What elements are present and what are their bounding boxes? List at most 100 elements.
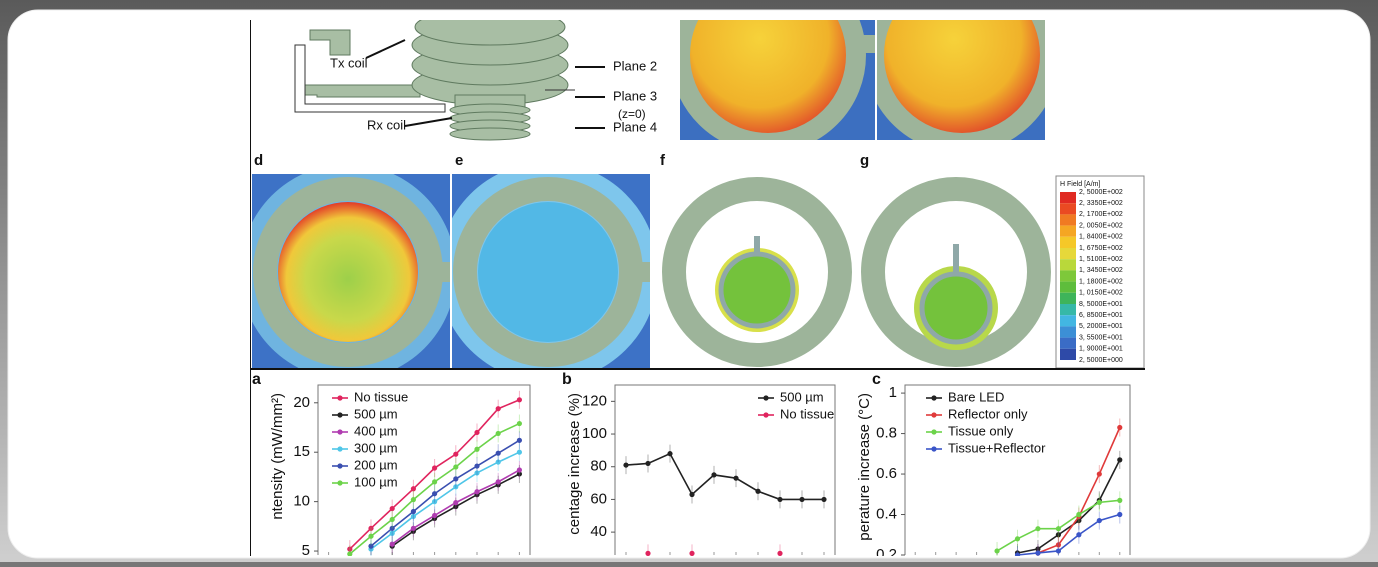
legend-marker <box>763 395 768 400</box>
legend-marker <box>763 412 768 417</box>
data-point <box>453 452 458 457</box>
data-point <box>517 450 522 455</box>
data-point <box>390 517 395 522</box>
diagram-label: Tx coil <box>330 55 368 70</box>
panel-label: c <box>872 371 881 388</box>
diagram-label: Plane 4 <box>613 119 657 134</box>
data-point <box>368 534 373 539</box>
colorbar-cell <box>1060 203 1076 214</box>
colorbar-label: 1, 6750E+002 <box>1079 245 1123 252</box>
data-point <box>432 465 437 470</box>
y-tick-label: 60 <box>590 490 607 507</box>
colorbar-cell <box>1060 282 1076 293</box>
data-point <box>411 526 416 531</box>
data-point <box>1056 526 1061 531</box>
y-tick-label: 1 <box>889 384 897 401</box>
colorbar-cell <box>1060 338 1076 349</box>
data-point <box>1056 548 1061 553</box>
panel-label: d <box>254 152 263 169</box>
colorbar-label: 2, 5000E+000 <box>1079 357 1123 364</box>
colorbar-label: 2, 5000E+002 <box>1079 189 1123 196</box>
field-image <box>874 0 1050 143</box>
data-point <box>474 430 479 435</box>
data-point <box>496 406 501 411</box>
field-image <box>680 0 876 143</box>
data-point <box>432 513 437 518</box>
data-point <box>453 500 458 505</box>
data-point <box>347 551 352 556</box>
data-point <box>623 462 628 467</box>
data-point <box>1015 536 1020 541</box>
data-point <box>432 479 437 484</box>
panel-label: e <box>455 152 463 169</box>
colorbar-label: 1, 9000E+001 <box>1079 346 1123 353</box>
legend-marker <box>337 463 342 468</box>
legend-marker <box>931 446 936 451</box>
data-point <box>517 467 522 472</box>
legend-label: No tissue <box>354 389 408 404</box>
colorbar-label: 6, 8500E+001 <box>1079 312 1123 319</box>
data-point <box>1097 471 1102 476</box>
y-axis-label: perature increase (°C) <box>856 393 873 541</box>
data-point <box>496 479 501 484</box>
data-point <box>711 472 716 477</box>
legend-marker <box>337 446 342 451</box>
data-point <box>1076 512 1081 517</box>
data-point <box>689 492 694 497</box>
data-point <box>645 461 650 466</box>
data-point <box>1117 512 1122 517</box>
y-tick-label: 0.4 <box>876 505 897 522</box>
data-point <box>453 476 458 481</box>
colorbar-label: 1, 3450E+002 <box>1079 267 1123 274</box>
data-point <box>777 551 782 556</box>
data-point <box>474 463 479 468</box>
data-point <box>667 451 672 456</box>
colorbar-label: 5, 2000E+001 <box>1079 323 1123 330</box>
page: Plane 1 Tx coil Plane 2 Plane 3 Rx coil … <box>0 0 1378 562</box>
colorbar-label: 1, 0150E+002 <box>1079 290 1123 297</box>
data-point <box>1117 498 1122 503</box>
data-point <box>390 542 395 547</box>
legend-label: 500 µm <box>354 406 398 421</box>
y-tick-label: 0.6 <box>876 465 897 482</box>
field-image <box>240 164 456 380</box>
legend-label: 400 µm <box>354 423 398 438</box>
legend-label: 100 µm <box>354 474 398 489</box>
field-image <box>438 162 658 382</box>
data-point <box>453 464 458 469</box>
y-tick-label: 40 <box>590 523 607 540</box>
data-point <box>474 447 479 452</box>
colorbar-cell <box>1060 248 1076 259</box>
y-tick-label: 10 <box>293 493 310 510</box>
colorbar-cell <box>1060 326 1076 337</box>
panel-label: b <box>562 371 572 388</box>
y-axis-label: centage increase (%) <box>566 393 583 535</box>
legend-marker <box>931 395 936 400</box>
diagram-label: Rx coil <box>367 117 406 132</box>
panel-label: a <box>252 371 261 388</box>
data-point <box>777 497 782 502</box>
legend-label: Bare LED <box>948 389 1004 404</box>
y-tick-label: 120 <box>582 392 607 409</box>
colorbar-cell <box>1060 304 1076 315</box>
data-point <box>496 451 501 456</box>
legend-marker <box>931 412 936 417</box>
legend-marker <box>931 429 936 434</box>
data-point <box>994 548 999 553</box>
panel-label: g <box>860 152 869 169</box>
legend-label: 300 µm <box>354 440 398 455</box>
data-point <box>755 489 760 494</box>
data-point <box>517 421 522 426</box>
data-point <box>799 497 804 502</box>
data-point <box>390 506 395 511</box>
data-point <box>474 489 479 494</box>
colorbar-cell <box>1060 259 1076 270</box>
legend-label: Tissue+Reflector <box>948 440 1046 455</box>
colorbar-cell <box>1060 192 1076 203</box>
data-point <box>1076 532 1081 537</box>
y-tick-label: 80 <box>590 458 607 475</box>
data-point <box>1097 500 1102 505</box>
data-point <box>1097 518 1102 523</box>
legend-marker <box>337 395 342 400</box>
data-point <box>733 476 738 481</box>
